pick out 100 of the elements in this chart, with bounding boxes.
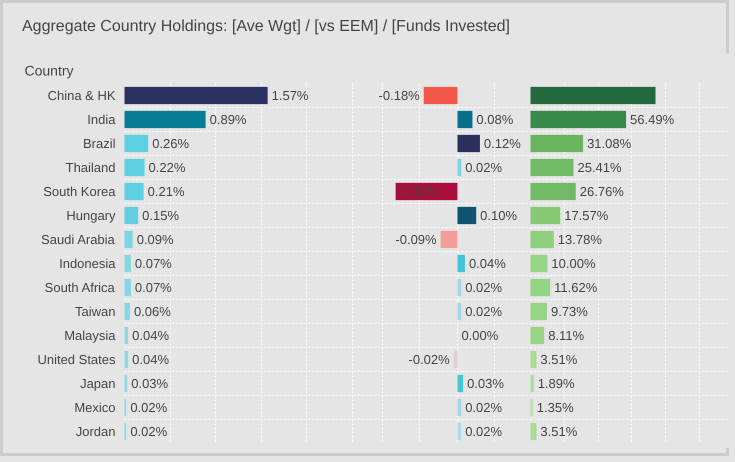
data-label: 0.02% <box>465 424 502 439</box>
bar <box>530 350 536 368</box>
y-tick-label: United States <box>37 352 116 367</box>
data-label: 0.03% <box>467 376 504 391</box>
bar <box>124 254 131 272</box>
y-tick-label: Brazil <box>82 136 116 151</box>
data-label: 0.08% <box>476 112 514 127</box>
data-label: 56.49% <box>630 112 675 127</box>
bar <box>530 182 576 200</box>
bar <box>124 302 130 320</box>
data-label: 1.89% <box>538 376 575 391</box>
data-label: 3.51% <box>540 352 578 367</box>
y-tick-label: Thailand <box>66 160 116 175</box>
bar <box>530 134 584 152</box>
bar <box>124 86 268 104</box>
bar <box>530 422 536 440</box>
bar <box>457 278 462 296</box>
bar <box>124 350 128 368</box>
data-label: 0.06% <box>134 304 172 319</box>
data-label: 0.03% <box>131 376 169 391</box>
data-label: 0.89% <box>210 112 247 127</box>
bar <box>124 326 128 344</box>
bar <box>424 86 458 104</box>
bar <box>124 134 148 152</box>
chart-title: Aggregate Country Holdings: [Ave Wgt] / [vs EEM] / [Funds Invested] <box>22 17 510 37</box>
bar <box>530 110 626 128</box>
data-label: 1.35% <box>536 400 574 415</box>
data-label: 0.09% <box>136 232 174 247</box>
y-tick-label: Hungary <box>66 208 116 223</box>
bar <box>124 374 128 392</box>
y-tick-label: India <box>87 112 116 127</box>
bar <box>457 374 464 392</box>
bar <box>530 374 534 392</box>
bar <box>124 278 131 296</box>
bar <box>457 134 480 152</box>
data-label: 1.57% <box>272 88 309 103</box>
bar <box>530 230 554 248</box>
data-label: 0.00% <box>461 328 499 343</box>
bar <box>457 158 462 176</box>
bar <box>530 302 547 320</box>
data-label: 0.26% <box>152 136 190 151</box>
bar <box>124 182 144 200</box>
bar <box>530 326 544 344</box>
data-label: 25.41% <box>577 160 622 175</box>
data-label: 0.07% <box>134 256 172 271</box>
bar <box>457 110 472 128</box>
data-label: 0.02% <box>465 160 502 175</box>
y-tick-label: Indonesia <box>59 256 116 271</box>
y-tick-label: Jordan <box>76 424 116 439</box>
bar <box>124 158 145 176</box>
data-label: 0.12% <box>484 136 522 151</box>
bar <box>124 230 133 248</box>
bar <box>530 278 550 296</box>
bar <box>530 158 574 176</box>
data-label: 9.73% <box>550 304 588 319</box>
data-label: 0.10% <box>480 208 518 223</box>
y-tick-label: Saudi Arabia <box>41 232 116 247</box>
bar <box>530 254 548 272</box>
data-label: -0.18% <box>378 88 420 103</box>
y-tick-label: China & HK <box>48 88 116 103</box>
bar <box>440 230 458 248</box>
bar <box>124 110 206 128</box>
y-tick-label: Japan <box>80 376 116 391</box>
bar <box>457 302 462 320</box>
y-tick-label: Malaysia <box>64 328 116 343</box>
data-label: 26.76% <box>580 184 624 199</box>
data-label: 0.02% <box>465 280 502 295</box>
data-label: 11.62% <box>554 280 598 295</box>
bar <box>457 422 462 440</box>
data-label: 0.02% <box>465 400 502 415</box>
data-label: 0.21% <box>148 184 185 199</box>
y-tick-label: South Africa <box>44 280 116 295</box>
data-label: 13.78% <box>558 232 602 247</box>
data-label: 10.00% <box>551 256 596 271</box>
bar <box>457 254 465 272</box>
data-label: -0.02% <box>408 352 450 367</box>
data-label: 31.08% <box>587 136 632 151</box>
data-label: 0.04% <box>132 328 170 343</box>
data-label: 0.04% <box>132 352 170 367</box>
data-label: 0.04% <box>468 256 506 271</box>
data-label: 0.02% <box>130 424 168 439</box>
data-label: -0.33% <box>398 184 440 199</box>
bar <box>530 86 656 104</box>
data-label: -0.09% <box>395 232 438 247</box>
data-label: 0.02% <box>130 400 168 415</box>
bar <box>457 206 476 224</box>
y-tick-label: South Korea <box>43 184 116 199</box>
data-label: 0.15% <box>142 208 180 223</box>
y-axis-title: Country <box>24 62 74 78</box>
data-label: 3.51% <box>540 424 578 439</box>
data-label: 0.07% <box>134 280 172 295</box>
y-tick-label: Taiwan <box>75 304 116 319</box>
bar <box>124 206 138 224</box>
bar <box>457 398 462 416</box>
y-tick-label: Mexico <box>74 400 116 415</box>
data-label: 17.57% <box>564 208 609 223</box>
bar <box>530 206 560 224</box>
data-label: 8.11% <box>548 328 585 343</box>
data-label: 0.22% <box>148 160 186 175</box>
data-label: 0.02% <box>465 304 502 319</box>
